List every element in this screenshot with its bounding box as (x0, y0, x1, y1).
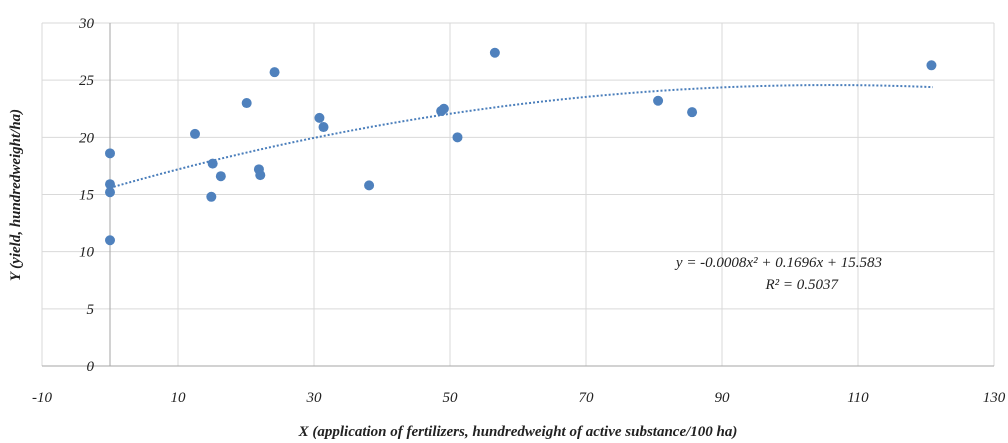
y-tick-label: 10 (79, 245, 95, 261)
x-tick-label: 70 (579, 390, 595, 406)
x-tick-label: 10 (171, 390, 187, 406)
data-point (105, 179, 115, 190)
data-point (364, 180, 375, 191)
y-tick-label: 15 (79, 188, 95, 204)
data-point (438, 103, 449, 114)
data-point (318, 122, 329, 133)
data-point (255, 170, 266, 181)
data-points (105, 47, 937, 246)
x-tick-label: 30 (306, 390, 323, 406)
y-tick-label: 0 (87, 359, 95, 375)
data-point (215, 171, 226, 182)
trendline (109, 84, 933, 189)
trendline-layer (109, 84, 933, 189)
data-point (314, 112, 325, 123)
trendline-equation: y = -0.0008x² + 0.1696x + 15.583 (674, 255, 882, 271)
data-point (190, 128, 200, 139)
tick-labels: -10 10 30 50 70 90 110 130 0 5 10 15 20 25 30 (32, 16, 1006, 406)
r-squared-label: R² = 0.5037 (764, 277, 839, 293)
y-tick-label: 30 (78, 16, 95, 32)
data-point (687, 107, 698, 118)
x-tick-label: 90 (715, 390, 731, 406)
x-tick-label: 50 (443, 390, 459, 406)
y-axis-title: Y (yield, hundredweight/ha) (8, 109, 24, 281)
x-tick-label: 110 (847, 390, 869, 406)
y-tick-label: 20 (79, 130, 95, 146)
x-tick-label: 130 (983, 390, 1006, 406)
data-point (105, 235, 115, 246)
data-point (105, 187, 115, 198)
y-tick-label: 25 (79, 73, 95, 89)
data-point (489, 47, 500, 58)
data-point (241, 98, 252, 109)
data-point (452, 132, 463, 143)
x-tick-label: -10 (32, 390, 52, 406)
data-point (207, 158, 218, 169)
data-point (653, 95, 664, 106)
data-point (926, 60, 937, 71)
x-axis-title: X (application of fertilizers, hundredwe… (298, 424, 738, 440)
y-tick-label: 5 (87, 302, 95, 318)
data-point (105, 148, 115, 159)
data-point (206, 191, 217, 202)
grid-lines (41, 22, 995, 367)
data-point (269, 67, 280, 78)
